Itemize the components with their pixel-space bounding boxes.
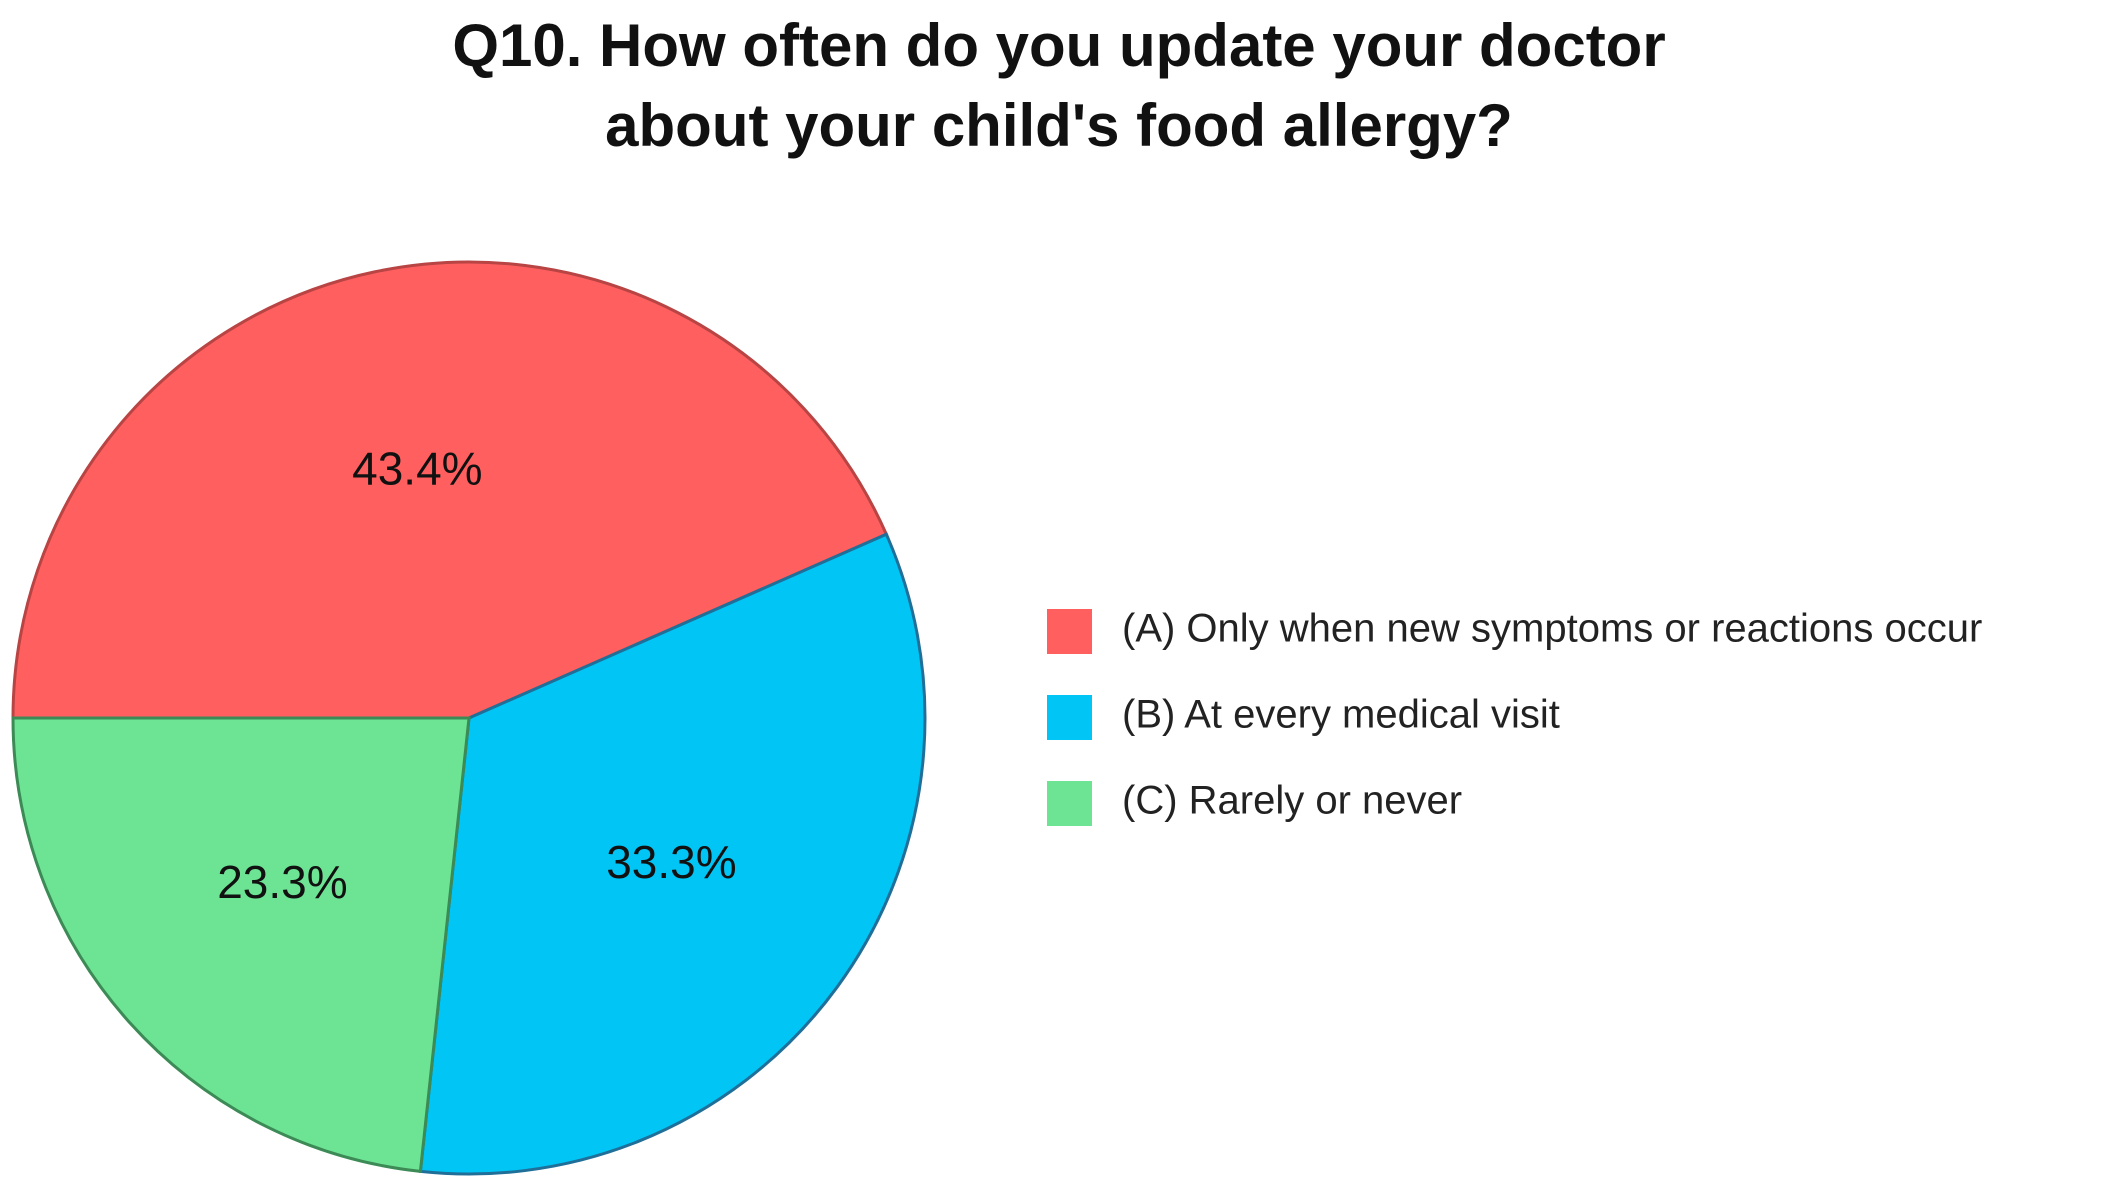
legend-label: (B) At every medical visit (1122, 693, 1560, 737)
slice-label: 43.4% (352, 443, 482, 495)
chart-title: Q10. How often do you update your doctor (452, 12, 1665, 79)
legend-swatch (1047, 781, 1092, 826)
legend-label: (A) Only when new symptoms or reactions … (1122, 607, 1982, 651)
legend-label: (C) Rarely or never (1122, 779, 1462, 823)
legend-swatch (1047, 609, 1092, 654)
slice-label: 33.3% (606, 836, 736, 888)
slice-label: 23.3% (217, 856, 347, 908)
legend-swatch (1047, 695, 1092, 740)
pie-slice (11, 716, 471, 1174)
chart-title: about your child's food allergy? (605, 92, 1513, 159)
pie-slice (11, 260, 889, 720)
pie-slice (418, 532, 927, 1176)
